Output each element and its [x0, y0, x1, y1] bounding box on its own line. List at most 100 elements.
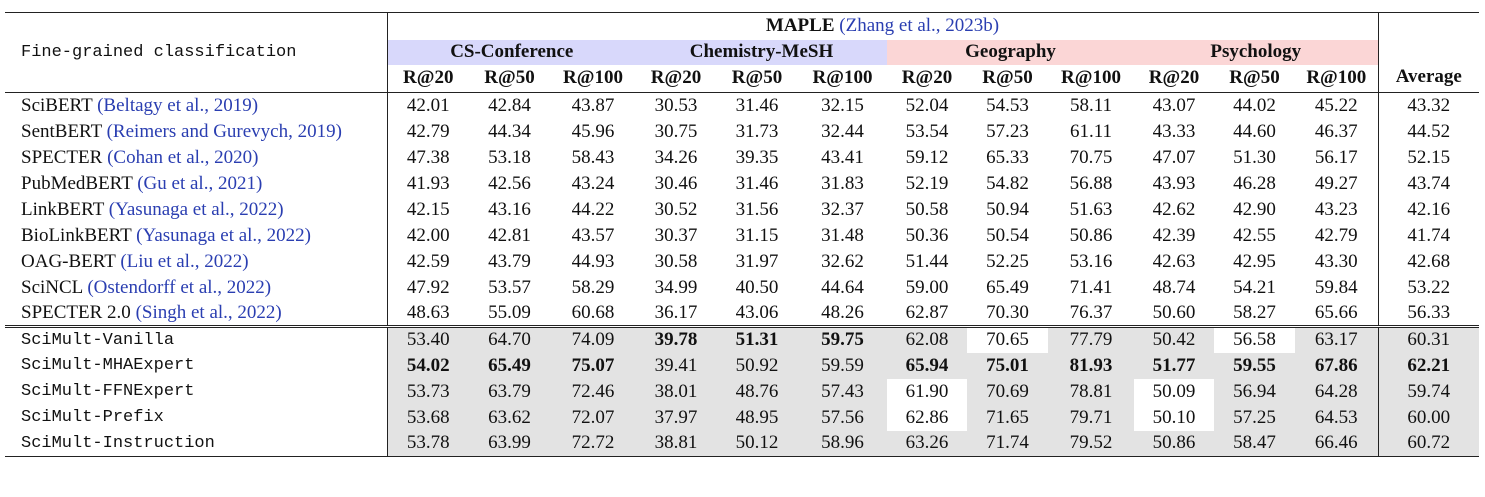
metric-value: 44.93	[571, 250, 615, 272]
model-name: OAG-BERT	[21, 250, 116, 272]
metric-header: R@100	[1061, 67, 1121, 89]
metric-value: 42.84	[469, 92, 550, 119]
group-chemistry-mesh: Chemistry-MeSH	[636, 39, 887, 65]
model-name-cell: PubMedBERT (Gu et al., 2021)	[5, 171, 387, 197]
metric-value: 32.44	[821, 120, 864, 142]
metric-value: 76.37	[1069, 301, 1113, 323]
metric-value: 53.57	[488, 276, 531, 298]
model-citation: (Gu et al., 2021)	[137, 172, 263, 194]
model-name-cell: SciMult-Vanilla	[5, 325, 387, 353]
metric-value: 51.77	[1134, 352, 1214, 379]
metric-value: 48.76	[716, 378, 798, 405]
table-row: SciMult-Prefix 53.68 63.62 72.07 37.97 48.95 5…	[5, 404, 1480, 431]
metric-value: 50.58	[905, 198, 949, 220]
metric-value: 58.11	[1048, 92, 1134, 119]
metric-value: 64.53	[1295, 404, 1379, 431]
metric-value: 43.16	[488, 198, 531, 220]
model-name: SciBERT	[21, 94, 93, 116]
metric-value: 42.56	[488, 172, 531, 194]
model-name: SciNCL	[21, 276, 83, 298]
metric-value: 42.79	[386, 118, 469, 145]
table-row: SciMult-FFNExpert 53.73 63.79 72.46 38.01 48.…	[5, 378, 1480, 405]
metric-value: 75.01	[967, 352, 1048, 379]
metric-value: 53.16	[1069, 250, 1113, 272]
metric-value: 42.15	[386, 196, 469, 223]
model-citation: (Yasunaga et al., 2022)	[136, 224, 312, 246]
metric-value: 81.93	[1048, 352, 1134, 379]
metric-value: 50.36	[905, 224, 949, 246]
metric-value: 32.62	[821, 250, 864, 272]
metric-value: 56.88	[1069, 172, 1113, 194]
scimult-rows: SciMult-Vanilla 53.40 64.70 74.09 39.78 51.31…	[5, 325, 1480, 457]
metric-header: R@50	[982, 67, 1033, 89]
average-value: 42.68	[1377, 248, 1480, 275]
metric-value: 50.10	[1134, 404, 1214, 431]
metric-value: 43.33	[1152, 120, 1196, 142]
results-table-wrapper: Fine-grained classification MAPLE (Zhang…	[5, 12, 1480, 457]
group-geography: Geography	[887, 39, 1134, 65]
metric-value: 71.41	[1069, 276, 1113, 298]
dataset-citation: (Zhang et al., 2023b)	[839, 15, 1000, 37]
metric-value: 42.95	[1233, 250, 1276, 272]
metric-value: 50.12	[716, 430, 798, 457]
dataset-title: MAPLE (Zhang et al., 2023b)	[386, 12, 1379, 40]
metric-value: 43.57	[571, 224, 615, 246]
average-value: 43.32	[1377, 92, 1480, 119]
average-value: 62.21	[1377, 352, 1480, 379]
metric-value: 42.00	[386, 222, 469, 249]
metric-value: 38.81	[636, 430, 716, 457]
metric-value: 59.12	[905, 146, 949, 168]
model-name-cell: SPECTER 2.0 (Singh et al., 2022)	[5, 301, 387, 327]
metric-value: 75.07	[550, 352, 636, 379]
header-row-metrics: R@20 R@50 R@100 R@20 R@50 R@100 R@20 R@5…	[5, 64, 1479, 93]
metric-value: 79.52	[1048, 430, 1134, 457]
metric-value: 42.59	[386, 248, 469, 275]
metric-value: 46.37	[1314, 120, 1358, 142]
metric-value: 42.81	[488, 224, 531, 246]
metric-value: 36.17	[654, 301, 698, 323]
metric-value: 50.94	[986, 198, 1029, 220]
model-name: BioLinkBERT	[21, 224, 132, 246]
metric-value: 30.46	[654, 172, 698, 194]
header-row-dataset: Fine-grained classification MAPLE (Zhang…	[5, 12, 1480, 93]
metric-value: 45.22	[1295, 92, 1379, 119]
metric-value: 57.43	[798, 378, 887, 405]
metric-value: 54.21	[1233, 276, 1276, 298]
group-cs-conference: CS-Conference	[386, 39, 636, 65]
metric-value: 64.70	[469, 325, 550, 353]
metric-value: 50.60	[1152, 301, 1196, 323]
metric-value: 30.37	[654, 224, 698, 246]
metric-value: 58.29	[571, 276, 615, 298]
metric-value: 42.90	[1233, 198, 1276, 220]
metric-value: 43.79	[488, 250, 531, 272]
metric-value: 70.69	[967, 378, 1048, 405]
metric-value: 56.17	[1314, 146, 1358, 168]
metric-value: 62.87	[905, 301, 949, 323]
metric-value: 70.30	[986, 301, 1029, 323]
metric-value: 70.65	[967, 325, 1048, 353]
average-value: 53.22	[1377, 274, 1480, 301]
metric-value: 47.07	[1152, 146, 1196, 168]
metric-value: 55.09	[488, 301, 531, 323]
results-table: Fine-grained classification MAPLE (Zhang…	[5, 12, 1480, 457]
table-row: PubMedBERT (Gu et al., 2021) 41.93 42.56 43…	[5, 170, 1480, 197]
metric-value: 61.90	[887, 378, 967, 405]
metric-value: 50.92	[716, 352, 798, 379]
metric-value: 43.41	[821, 146, 864, 168]
model-name: SciMult-FFNExpert	[21, 382, 195, 401]
metric-value: 58.27	[1233, 301, 1276, 323]
metric-value: 50.54	[986, 224, 1029, 246]
metric-value: 72.72	[550, 430, 636, 457]
metric-value: 64.28	[1295, 378, 1379, 405]
table-row: SentBERT (Reimers and Gurevych, 2019) 42.…	[5, 118, 1480, 145]
metric-header: R@50	[1229, 67, 1280, 89]
metric-value: 31.48	[821, 224, 864, 246]
metric-value: 48.26	[821, 301, 864, 323]
average-value: 60.00	[1377, 404, 1480, 431]
model-name: SciMult-Prefix	[21, 408, 164, 427]
metric-value: 31.46	[735, 172, 779, 194]
metric-value: 77.79	[1048, 325, 1134, 353]
model-name: SentBERT	[21, 120, 102, 142]
metric-value: 59.75	[798, 325, 887, 353]
model-citation: (Yasunaga et al., 2022)	[108, 198, 284, 220]
